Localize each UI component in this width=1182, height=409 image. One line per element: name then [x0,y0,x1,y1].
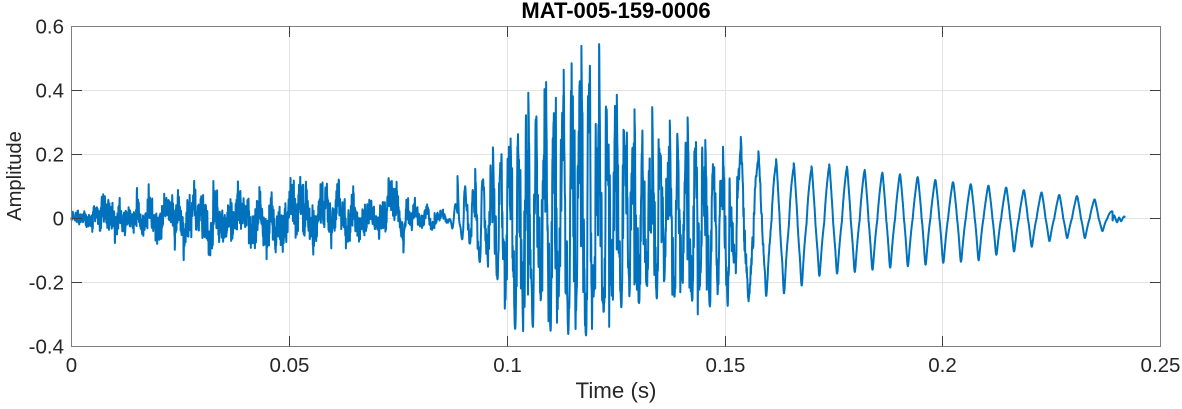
svg-text:0: 0 [66,354,77,377]
svg-text:0.05: 0.05 [270,354,310,377]
svg-text:0: 0 [53,208,64,231]
svg-text:0.25: 0.25 [1141,354,1181,377]
svg-text:Amplitude: Amplitude [4,131,26,221]
svg-text:0.15: 0.15 [706,354,746,377]
svg-text:0.2: 0.2 [928,354,957,377]
svg-text:0.1: 0.1 [493,354,522,377]
svg-text:0.6: 0.6 [36,16,65,39]
svg-text:-0.2: -0.2 [29,272,64,295]
svg-text:MAT-005-159-0006: MAT-005-159-0006 [521,0,710,23]
svg-text:0.2: 0.2 [36,144,65,167]
svg-text:-0.4: -0.4 [29,336,64,359]
svg-text:0.4: 0.4 [36,80,65,103]
svg-text:Time (s): Time (s) [576,378,657,403]
